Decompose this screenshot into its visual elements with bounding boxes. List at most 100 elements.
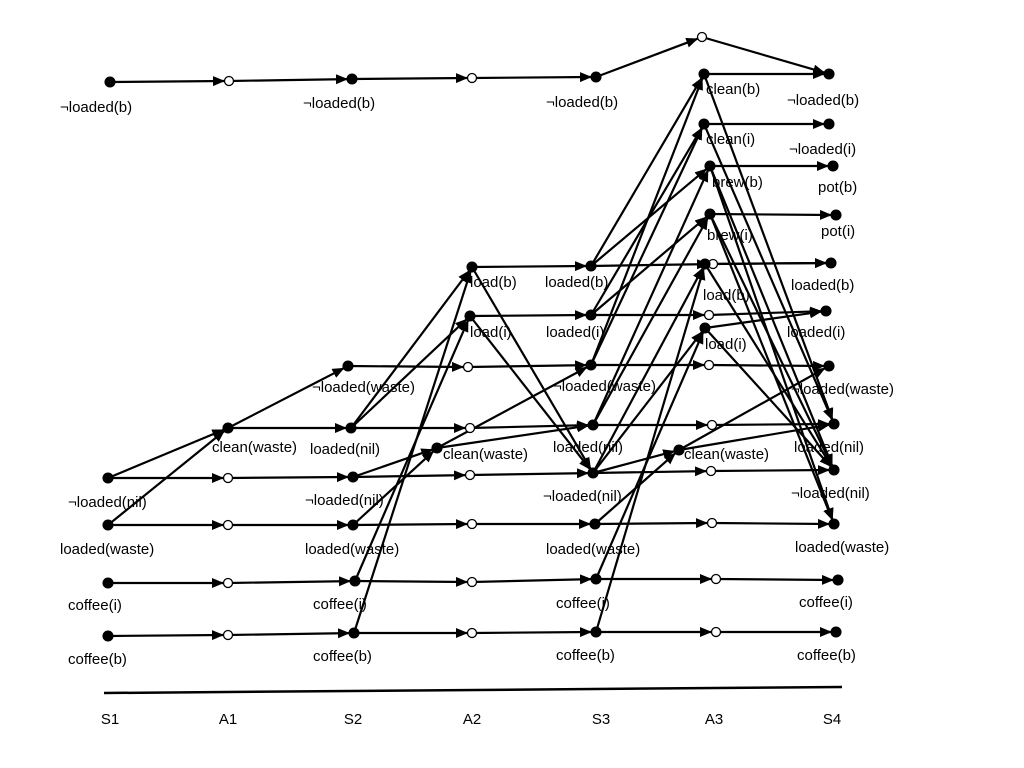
node-a2-clean-waste [431,442,443,454]
edge-a3-noop-loaded-b-to-s4-loaded-b [712,258,827,269]
edge-s2-loaded-nil-to-a2-load-i [350,318,468,429]
edge-a3-clean-waste-to-s4-notloaded-waste [678,367,826,451]
node-s3-loaded-nil [587,419,599,431]
timeline-axis [103,685,843,695]
edge-a2-noop-loaded-nil-to-s3-loaded-nil [469,420,589,431]
node-a3-load-b [699,258,711,270]
node-a2-noop-coffee-i [466,576,478,588]
edge-a2-noop-notloaded-b-to-s3-notloaded-b [471,72,592,83]
edge-s1-notloaded-b-to-a1-noop-notloaded-b [109,76,225,87]
node-s3-loaded-b [585,260,597,272]
label-s3-not-loaded-nil: ¬loaded(nil) [543,488,622,505]
edge-a3-noop-loaded-waste-to-s4-loaded-waste [711,518,830,529]
node-s3-not-loaded-nil [587,467,599,479]
node-a2-noop-loaded-nil [464,422,476,434]
node-layer [102,31,844,642]
node-s4-pot-b [827,160,839,172]
edge-a1-noop-notloaded-nil-to-s2-notloaded-nil [227,472,349,483]
node-a2-noop-loaded-waste [466,518,478,530]
label-a3-clean-i: clean(i) [706,131,755,148]
edge-a2-clean-waste-to-s3-notloaded-waste [436,366,588,449]
node-s4-not-loaded-nil [828,464,840,476]
node-a2-load-b [466,261,478,273]
node-a1-noop-coffee-b [222,629,234,641]
node-s2-not-loaded-b [346,73,358,85]
node-s2-not-loaded-waste [342,360,354,372]
node-a3-clean-i [698,118,710,130]
label-s2-not-loaded-waste: ¬loaded(waste) [312,379,415,396]
edge-layer [107,35,834,641]
edge-a2-noop-notloaded-nil-to-s3-notloaded-nil [469,468,589,479]
node-a3-noop-loaded-nil [706,419,718,431]
node-a3-noop-loaded-waste [706,517,718,529]
edge-s2-notloaded-b-to-a2-noop-notloaded-b [351,73,468,84]
label-s3-loaded-i: loaded(i) [546,324,604,341]
node-a3-brew-b [704,160,716,172]
label-s4-pot-i: pot(i) [821,223,855,240]
edge-s3-notloaded-nil-to-a3-load-b [592,267,704,474]
label-s3-coffee-b: coffee(b) [556,647,615,664]
label-a2-load-b: load(b) [470,274,517,291]
node-s2-coffee-b [348,627,360,639]
node-s4-loaded-waste [828,518,840,530]
label-s2-not-loaded-b: ¬loaded(b) [303,95,375,112]
node-a3-noop-coffee-b [710,626,722,638]
node-a2-load-i [464,310,476,322]
edge-a3-noop-notloaded-b-to-s4-notloaded-b [701,35,826,75]
label-s4-coffee-b: coffee(b) [797,647,856,664]
node-s4-coffee-b [830,626,842,638]
edge-a3-noop-loaded-i-to-s4-loaded-i [708,306,822,317]
column-label-s3: S3 [592,711,610,728]
label-a3-clean-b: clean(b) [706,81,760,98]
edge-s2-loaded-waste-to-a2-clean-waste [352,450,435,526]
node-a3-clean-waste [673,444,685,456]
node-a3-clean-b [698,68,710,80]
edge-a3-clean-i-to-s4-loaded-nil [702,123,834,421]
node-a1-clean-waste [222,422,234,434]
label-s4-loaded-i: loaded(i) [787,324,845,341]
node-s3-loaded-i [585,309,597,321]
edge-a3-clean-b-to-s4-loaded-nil [702,73,834,421]
label-s2-not-loaded-nil: ¬loaded(nil) [305,492,384,509]
edge-s3-notloaded-nil-to-a3-noop-notloaded-nil [592,466,707,477]
label-s2-coffee-b: coffee(b) [313,648,372,665]
column-label-s4: S4 [823,711,841,728]
edge-s2-loaded-nil-to-a2-load-b [350,270,470,429]
edge-s2-notloaded-nil-to-a2-noop-notloaded-nil [352,470,466,481]
label-s3-loaded-b: loaded(b) [545,274,608,291]
edge-s2-notloaded-nil-to-a2-clean-waste [352,448,434,479]
edge-a1-clean-waste-to-s2-notloaded-waste [227,367,345,429]
label-s1-coffee-b: coffee(b) [68,651,127,668]
edge-s3-coffee-i-to-a3-load-i [594,331,705,580]
node-a1-noop-coffee-i [222,577,234,589]
node-s3-not-loaded-waste [585,359,597,371]
node-a3-brew-i [704,208,716,220]
edge-s2-coffee-i-to-a2-noop-coffee-i [354,576,468,587]
edge-s3-notloaded-waste-to-a3-clean-b [589,77,704,366]
edge-s3-loaded-waste-to-a3-noop-loaded-waste [594,518,708,529]
node-s4-not-loaded-waste [823,360,835,372]
label-s4-not-loaded-i: ¬loaded(i) [789,141,856,158]
edge-s3-loaded-b-to-a3-clean-b [590,77,703,267]
node-s4-loaded-i [820,305,832,317]
edge-a3-load-i-to-s4-loaded-i [704,308,822,330]
label-s4-not-loaded-b: ¬loaded(b) [787,92,859,109]
node-s2-loaded-nil [345,422,357,434]
label-s2-coffee-i: coffee(i) [313,596,367,613]
edge-a2-noop-notloaded-waste-to-s3-notloaded-waste [467,360,587,371]
label-s3-loaded-nil: loaded(nil) [553,439,623,456]
edge-a3-brew-i-to-s4-pot-i [709,209,832,220]
label-s2-loaded-waste: loaded(waste) [305,541,399,558]
node-s4-not-loaded-b [823,68,835,80]
node-a2-noop-coffee-b [466,627,478,639]
edge-s3-notloaded-b-to-a3-noop-notloaded-b [595,37,699,79]
label-s1-not-loaded-b: ¬loaded(b) [60,99,132,116]
label-a3-brew-i: brew(i) [707,227,753,244]
label-s4-loaded-b: loaded(b) [791,277,854,294]
node-s1-coffee-i [102,577,114,589]
edge-a2-clean-waste-to-s3-loaded-nil [436,422,590,450]
node-s2-loaded-waste [347,519,359,531]
node-a2-noop-not-loaded-b [466,72,478,84]
node-a3-load-i [699,322,711,334]
